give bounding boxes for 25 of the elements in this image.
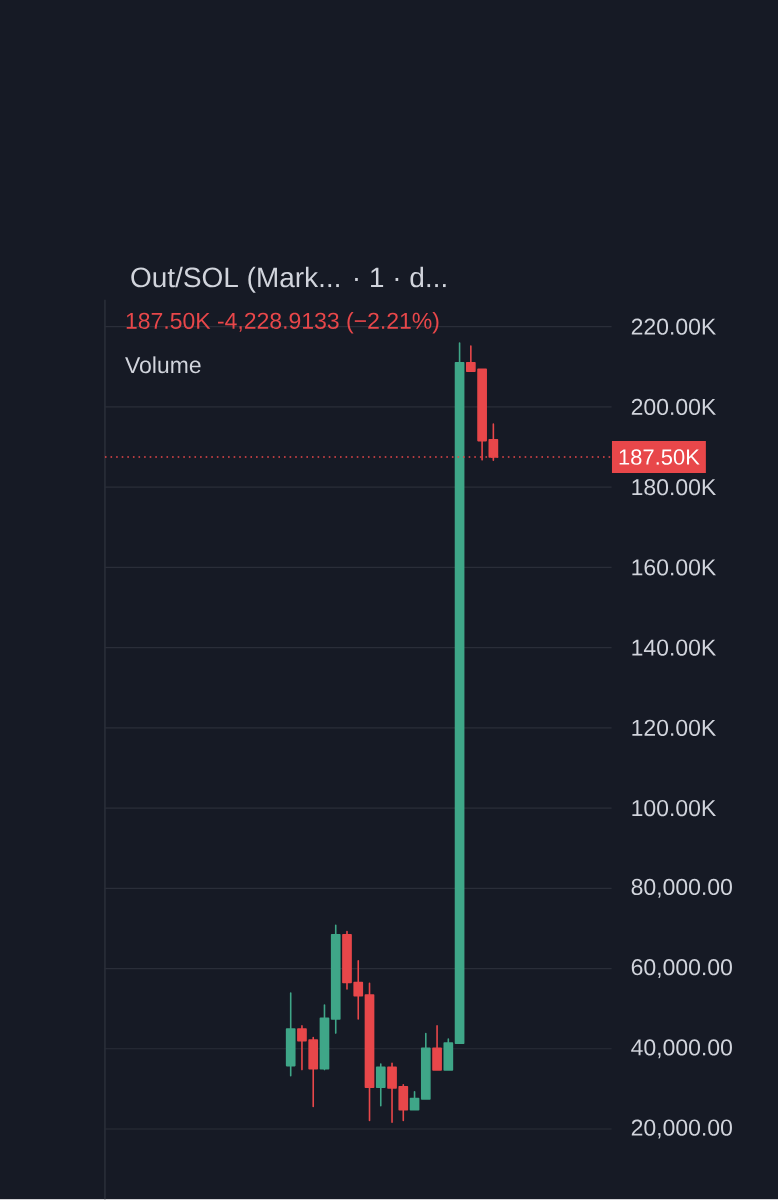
candlestick bbox=[420, 1032, 431, 1100]
y-tick-label: 140.00K bbox=[632, 639, 716, 656]
candlestick bbox=[409, 1090, 420, 1111]
y-tick-label: 220.00K bbox=[631, 318, 716, 335]
candlestick bbox=[454, 342, 465, 1044]
chart-title: Out/SOL (Mark... · 1 · d... bbox=[131, 266, 446, 293]
candlestick bbox=[285, 992, 296, 1077]
candlestick bbox=[443, 1038, 453, 1071]
candlestick bbox=[375, 1063, 386, 1107]
y-tick-label: 120.00K bbox=[632, 719, 716, 736]
candlestick bbox=[431, 1025, 442, 1071]
annotation: Volume bbox=[124, 356, 201, 374]
y-tick-label: 20,000.00 bbox=[631, 1119, 732, 1139]
y-tick-label: 80,000.00 bbox=[631, 878, 732, 898]
y-tick-label: 40,000.00 bbox=[630, 1039, 732, 1059]
y-tick-label: 180.00K bbox=[632, 479, 716, 496]
y-tick-label: 100.00K bbox=[632, 799, 716, 817]
candlestick bbox=[319, 1004, 330, 1071]
text: 187.50K -4,228.9133 (−2.21%) bbox=[126, 312, 439, 334]
candlestick bbox=[330, 924, 341, 1034]
y-tick-label: 160.00K bbox=[632, 559, 716, 576]
y-tick-label: 60,000.00 bbox=[631, 959, 732, 979]
ref-line-label: 187.50K bbox=[619, 449, 700, 465]
candlestick bbox=[364, 982, 375, 1122]
y-tick-label: 200.00K bbox=[631, 398, 716, 416]
